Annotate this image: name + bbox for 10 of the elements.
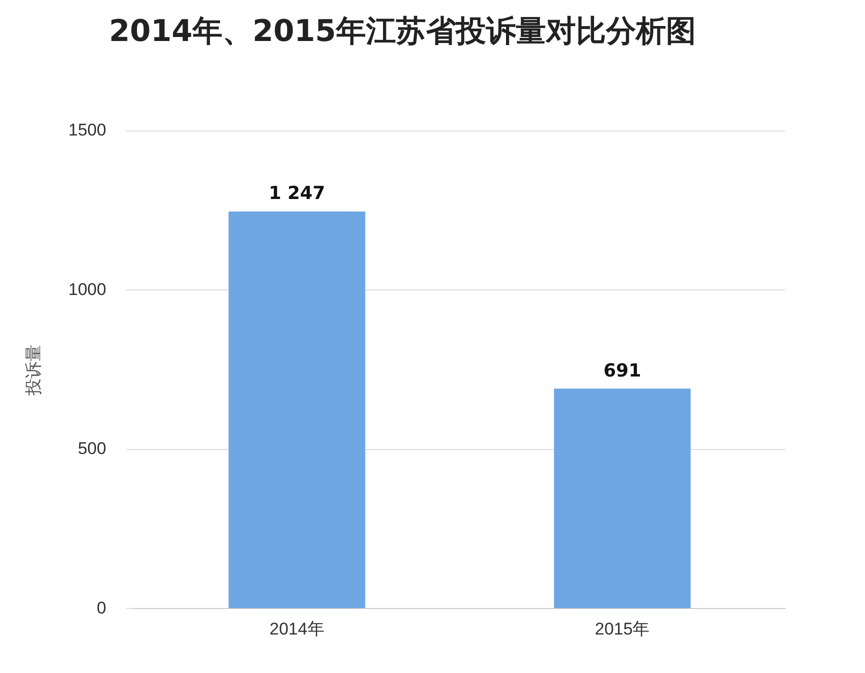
x-tick-label: 2015年: [594, 619, 650, 638]
y-axis-title: 投诉量: [24, 344, 43, 396]
data-label: 691: [604, 360, 642, 382]
y-tick-label: 0: [96, 598, 106, 618]
y-tick-label: 1000: [68, 280, 106, 299]
x-tick-label: 2014年: [270, 619, 324, 638]
y-tick-label: 500: [78, 439, 106, 458]
y-tick-label: 1500: [68, 120, 106, 140]
data-label: 1 247: [268, 183, 326, 204]
chart-title: 2014年、2015年江苏省投诉量对比分析图: [109, 14, 696, 49]
